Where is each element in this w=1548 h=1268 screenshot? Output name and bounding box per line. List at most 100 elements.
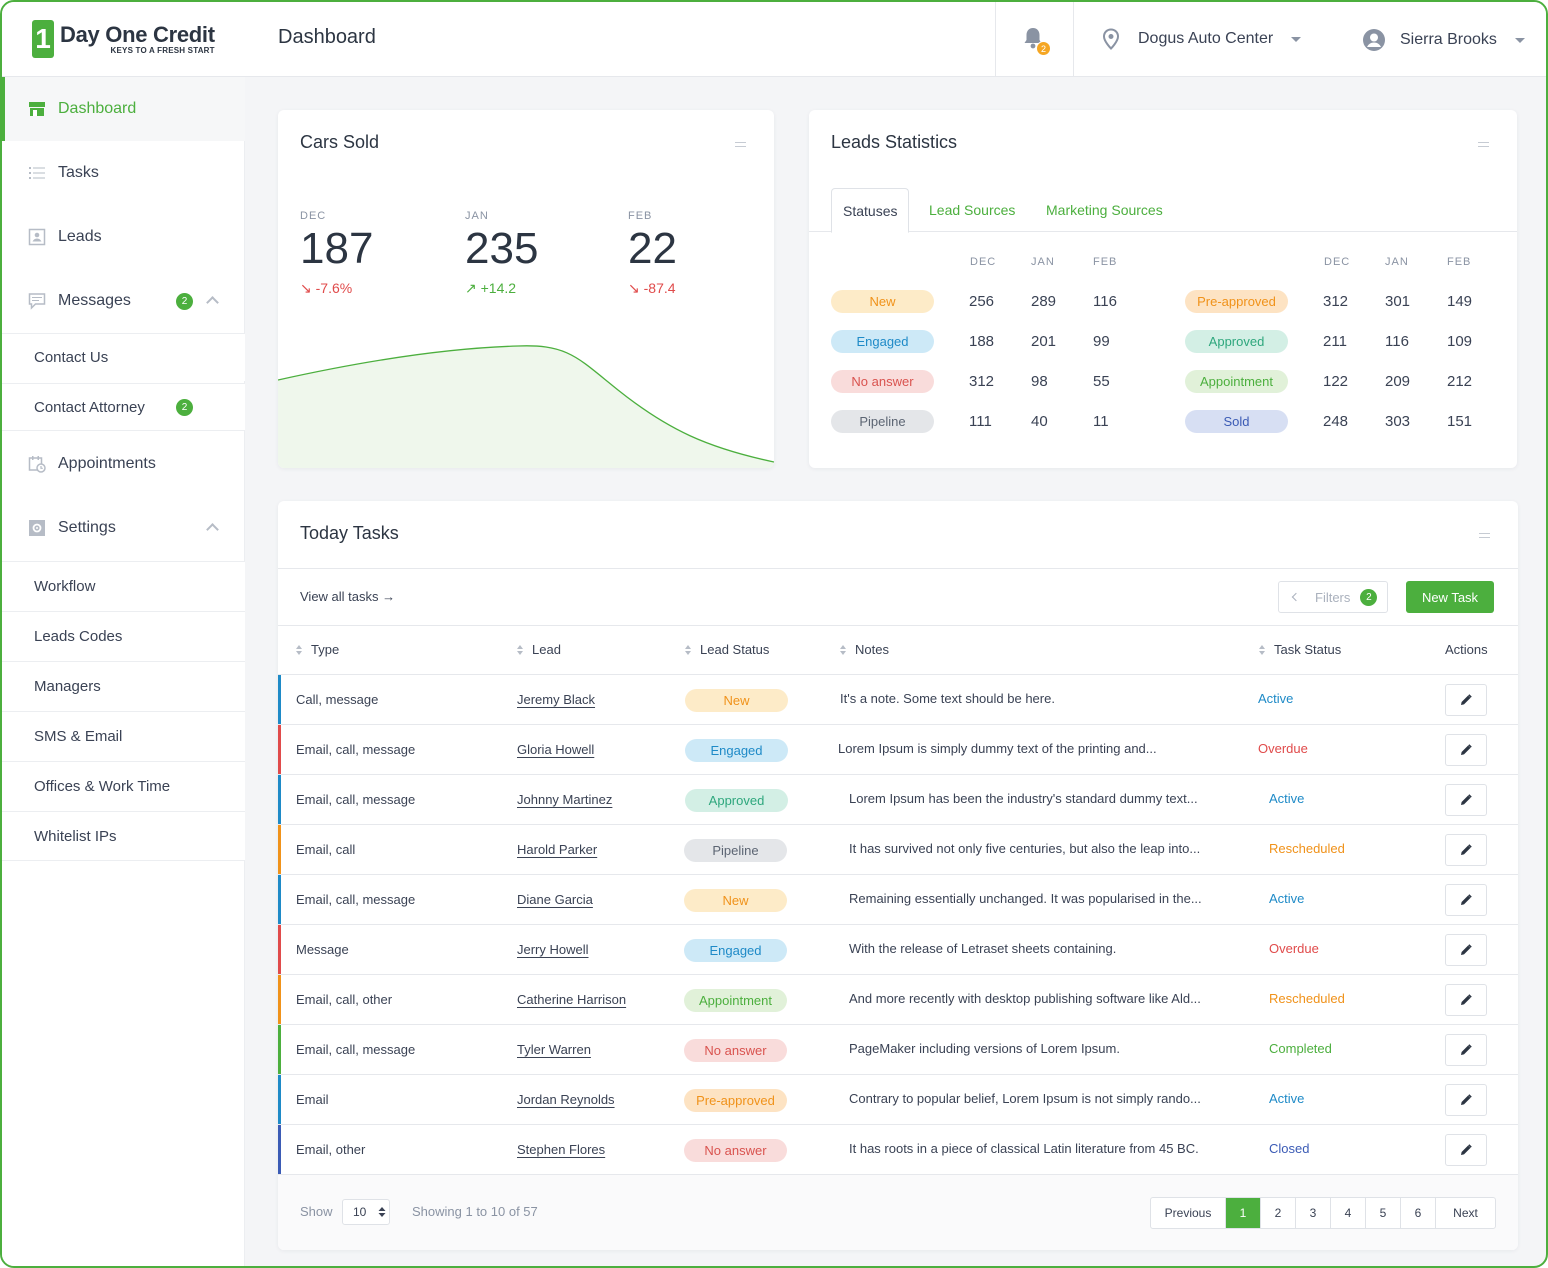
brand-logo[interactable]: 1 Day One Credit KEYS TO A FRESH START (32, 20, 215, 58)
table-row[interactable]: Message Jerry Howell Engaged With the relea… (278, 924, 1518, 975)
edit-button[interactable] (1445, 784, 1487, 816)
column-header-lead-status[interactable]: Lead Status (685, 642, 769, 657)
sidebar-item-settings[interactable]: Settings (2, 496, 245, 560)
task-type: Email, call, message (296, 742, 416, 757)
page-size-select[interactable]: 10 (342, 1199, 390, 1225)
table-row[interactable]: Email, call, message Tyler Warren No answe… (278, 1024, 1518, 1075)
table-row[interactable]: Email, call, message Diane Garcia New Remai… (278, 874, 1518, 925)
sidebar-subitem-label: Offices & Work Time (34, 778, 171, 795)
status-pill: Pre-approved (1185, 290, 1288, 313)
view-all-tasks-link[interactable]: View all tasks → (300, 589, 396, 604)
new-task-button[interactable]: New Task (1406, 581, 1494, 613)
sidebar-item-leads[interactable]: Leads (2, 205, 245, 269)
pencil-icon (1461, 1044, 1472, 1055)
edit-button[interactable] (1445, 834, 1487, 866)
column-header-lead[interactable]: Lead (517, 642, 561, 657)
edit-button[interactable] (1445, 884, 1487, 916)
pencil-icon (1461, 744, 1472, 755)
sidebar-subitem-whitelist-ips[interactable]: Whitelist IPs (2, 811, 245, 861)
lead-link[interactable]: Diane Garcia (517, 892, 593, 907)
sort-icon (685, 644, 692, 655)
pagination-page[interactable]: 3 (1295, 1198, 1330, 1228)
lead-link[interactable]: Jordan Reynolds (517, 1092, 615, 1107)
card-menu-icon[interactable] (735, 142, 746, 147)
area-fill (278, 345, 774, 468)
pagination-page[interactable]: 5 (1365, 1198, 1400, 1228)
task-type: Email, call, message (296, 892, 416, 907)
sidebar-subitem-sms-email[interactable]: SMS & Email (2, 711, 245, 761)
lead-link[interactable]: Harold Parker (517, 842, 598, 857)
lead-link[interactable]: Jeremy Black (517, 692, 596, 707)
user-name: Sierra Brooks (1400, 31, 1497, 48)
pagination-page[interactable]: 2 (1260, 1198, 1295, 1228)
task-notes: Lorem Ipsum has been the industry's stan… (849, 791, 1198, 806)
pagination-next[interactable]: Next (1435, 1198, 1495, 1228)
table-row[interactable]: Call, message Jeremy Black New It's a note.… (278, 674, 1518, 725)
sidebar-subitem-label: Managers (34, 678, 101, 695)
row-status-stripe (278, 675, 281, 725)
column-header-task-status[interactable]: Task Status (1259, 642, 1341, 657)
edit-button[interactable] (1445, 934, 1487, 966)
table-row[interactable]: Email Jordan Reynolds Pre-approved Contrary… (278, 1074, 1518, 1125)
notifications-button[interactable]: 2 (1022, 26, 1051, 56)
pagination-page[interactable]: 4 (1330, 1198, 1365, 1228)
lead-link[interactable]: Catherine Harrison (517, 992, 627, 1007)
lead-status-pill: New (684, 889, 787, 912)
column-header-notes[interactable]: Notes (840, 642, 889, 657)
chevron-up-icon[interactable] (206, 523, 219, 536)
contact-card-icon (28, 228, 46, 246)
card-menu-icon[interactable] (1478, 142, 1489, 147)
filters-button[interactable]: Filters 2 (1278, 581, 1388, 613)
top-bar: 1 Day One Credit KEYS TO A FRESH START D… (2, 2, 1546, 77)
select-arrows-icon (378, 1207, 386, 1217)
tab-lead-sources[interactable]: Lead Sources (929, 202, 1016, 218)
lead-link[interactable]: Jerry Howell (517, 942, 589, 957)
edit-button[interactable] (1445, 1084, 1487, 1116)
sidebar-item-dashboard[interactable]: Dashboard (2, 77, 245, 141)
sidebar-subitem-workflow[interactable]: Workflow (2, 561, 245, 611)
table-row[interactable]: Email, call, message Johnny Martinez Appro… (278, 774, 1518, 825)
sidebar-item-appointments[interactable]: Appointments (2, 432, 245, 496)
edit-button[interactable] (1445, 984, 1487, 1016)
edit-button[interactable] (1445, 684, 1487, 716)
edit-button[interactable] (1445, 1134, 1487, 1166)
sidebar-item-tasks[interactable]: Tasks (2, 141, 245, 205)
user-menu[interactable]: Sierra Brooks (1362, 28, 1525, 52)
table-row[interactable]: Email, call, message Gloria Howell Engaged… (278, 724, 1518, 775)
edit-button[interactable] (1445, 1034, 1487, 1066)
lead-status-pill: No answer (684, 1039, 787, 1062)
location-selector[interactable]: Dogus Auto Center (1102, 28, 1302, 50)
task-notes: It has roots in a piece of classical Lat… (849, 1141, 1199, 1156)
chevron-down-icon (1514, 37, 1525, 43)
sidebar-subitem-contact-us[interactable]: Contact Us (2, 333, 245, 381)
user-avatar-icon (1363, 29, 1385, 51)
table-row[interactable]: Email, call, other Catherine Harrison Appo… (278, 974, 1518, 1025)
lead-link[interactable]: Johnny Martinez (517, 792, 613, 807)
pagination-previous[interactable]: Previous (1164, 1206, 1212, 1220)
sidebar-subitem-contact-attorney[interactable]: Contact Attorney 2 (2, 383, 245, 431)
sidebar-subitem-offices-work-time[interactable]: Offices & Work Time (2, 761, 245, 811)
location-name: Dogus Auto Center (1138, 30, 1274, 47)
list-icon (29, 167, 45, 179)
gear-box-icon (29, 520, 45, 536)
tab-marketing-sources[interactable]: Marketing Sources (1046, 202, 1163, 218)
sidebar-subitem-managers[interactable]: Managers (2, 661, 245, 711)
edit-button[interactable] (1445, 734, 1487, 766)
pagination-page[interactable]: 6 (1400, 1198, 1435, 1228)
sidebar-item-label: Settings (58, 519, 116, 536)
month-header: JAN (1385, 256, 1409, 268)
table-row[interactable]: Email, call Harold Parker Pipeline It has s… (278, 824, 1518, 875)
lead-link[interactable]: Tyler Warren (517, 1042, 591, 1057)
sidebar-subitem-leads-codes[interactable]: Leads Codes (2, 611, 245, 661)
column-header-type[interactable]: Type (296, 642, 339, 657)
sidebar-item-label: Tasks (58, 164, 99, 181)
chevron-up-icon[interactable] (206, 296, 219, 309)
card-menu-icon[interactable] (1479, 533, 1490, 538)
task-type: Email, call, message (296, 792, 416, 807)
tab-statuses[interactable]: Statuses (831, 188, 910, 233)
lead-link[interactable]: Stephen Flores (517, 1142, 606, 1157)
pagination-page[interactable]: 1 (1225, 1198, 1260, 1228)
sidebar-item-messages[interactable]: Messages 2 (2, 269, 245, 333)
lead-link[interactable]: Gloria Howell (517, 742, 595, 757)
table-row[interactable]: Email, other Stephen Flores No answer It ha… (278, 1124, 1518, 1175)
